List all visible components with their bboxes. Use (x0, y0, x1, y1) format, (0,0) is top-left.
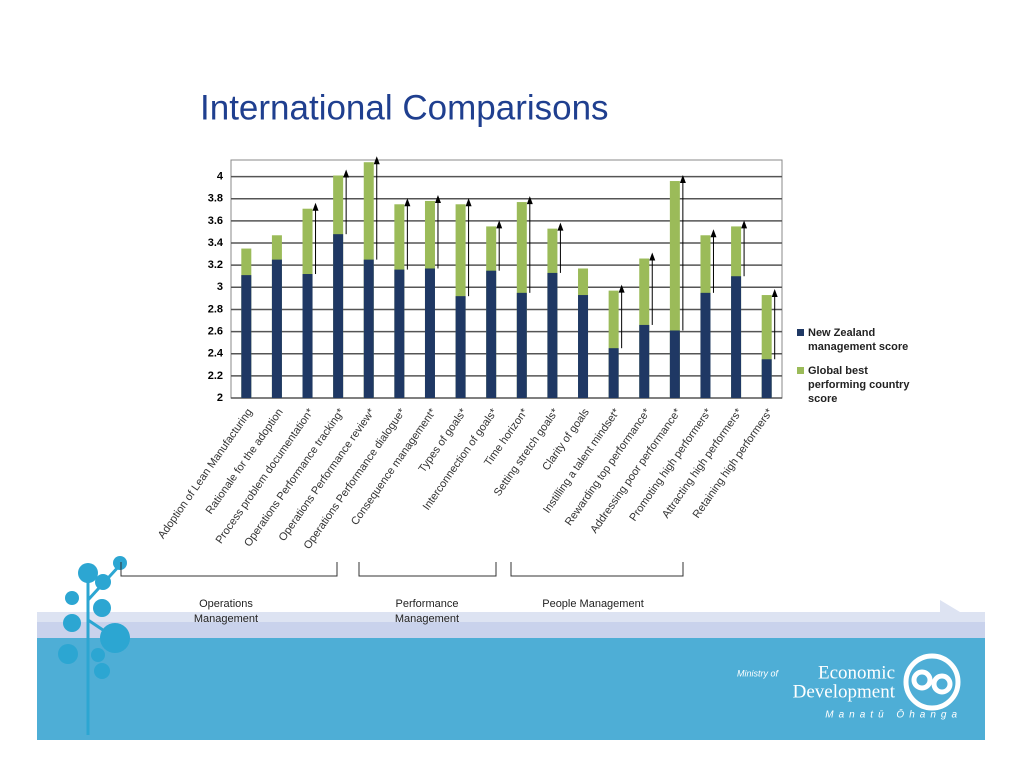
bar (669, 181, 680, 398)
group-label: People Management (542, 598, 644, 610)
y-tick-label: 2.2 (208, 370, 223, 382)
tree (58, 556, 130, 735)
logo-name: Economic (818, 662, 895, 683)
bar (363, 259, 374, 398)
group-label: Performance Management (394, 598, 460, 625)
band-blue (37, 637, 985, 740)
arrow-head (496, 220, 503, 229)
arrow-head (404, 198, 411, 207)
improvement-arrow (434, 194, 441, 269)
slide-title: International Comparisons (200, 88, 609, 127)
bar (761, 359, 772, 398)
bar (486, 270, 497, 398)
bar (608, 348, 619, 398)
improvement-arrow (404, 198, 411, 270)
improvement-arrow (649, 252, 656, 325)
y-tick-label: 3.8 (208, 193, 223, 205)
y-tick-label: 2.6 (208, 325, 223, 337)
y-tick-label: 3.6 (208, 215, 223, 227)
bar (731, 276, 742, 398)
y-tick-label: 2.4 (208, 348, 224, 360)
legend-swatch (797, 367, 804, 374)
legend-label: Global best performing country score (808, 365, 910, 405)
legend-swatch (797, 329, 804, 336)
bar (424, 268, 435, 398)
bar (547, 272, 558, 398)
bar (516, 292, 527, 398)
arrow-head (434, 194, 441, 203)
arrow-head (343, 169, 350, 178)
bar (333, 234, 344, 398)
arrow-head (741, 220, 748, 229)
arrow-head (649, 252, 656, 261)
arrow-head (679, 175, 686, 184)
improvement-arrow (557, 222, 564, 273)
y-tick-label: 4 (217, 171, 224, 183)
y-tick-label: 3.4 (208, 237, 224, 249)
improvement-arrow (771, 289, 778, 360)
arrow-head (312, 202, 319, 211)
logo-name: Development (793, 681, 896, 702)
bar (578, 295, 589, 398)
improvement-arrow (373, 156, 380, 260)
arrow-head (526, 196, 533, 205)
improvement-arrow (312, 202, 319, 275)
improvement-arrow (710, 229, 717, 293)
bar (639, 324, 650, 398)
bar (761, 295, 772, 398)
bar (669, 330, 680, 398)
bar (271, 259, 282, 398)
improvement-arrow (741, 220, 748, 277)
bar (700, 292, 711, 398)
bar (241, 275, 252, 398)
logo-ministry: Ministry of (737, 668, 780, 678)
y-tick-label: 2.8 (208, 303, 223, 315)
improvement-arrow (618, 284, 625, 349)
improvement-arrow (343, 169, 350, 235)
bar (394, 269, 405, 398)
legend-label: New Zealand management score (808, 327, 909, 353)
logo-maori: Manatū Ōhanga (825, 708, 962, 721)
improvement-arrow (496, 220, 503, 271)
y-tick-label: 3.2 (208, 259, 223, 271)
bar (608, 290, 619, 398)
arrow-head (710, 229, 717, 238)
arrow-head (373, 156, 380, 165)
y-tick-label: 3 (217, 281, 223, 293)
arrow-head (771, 289, 778, 298)
improvement-arrow (526, 196, 533, 293)
improvement-arrow (465, 198, 472, 297)
bar (302, 274, 313, 398)
arrow-head (618, 284, 625, 293)
plot-frame (230, 159, 783, 399)
logo-mark (903, 653, 961, 711)
improvement-arrow (679, 175, 686, 331)
bar (455, 296, 466, 398)
y-tick-label: 2 (217, 392, 223, 404)
group-brackets (120, 562, 684, 577)
group-label: Operations Management (193, 598, 259, 625)
arrow-head (557, 222, 564, 231)
band-mid (37, 622, 985, 638)
arrow-head (465, 198, 472, 207)
